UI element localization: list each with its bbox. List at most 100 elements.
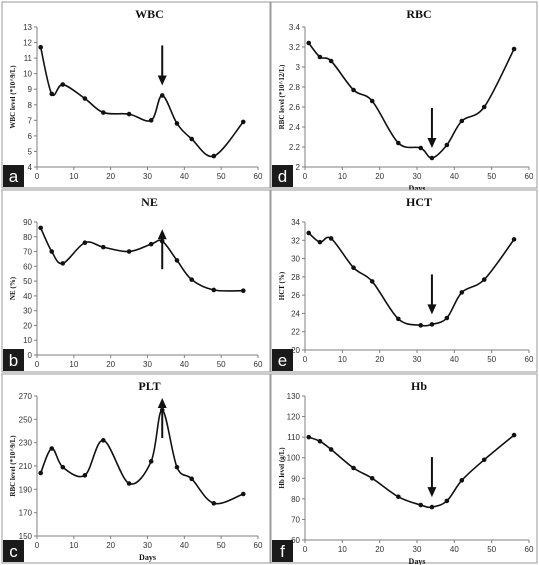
y-tick-label: 12 xyxy=(23,39,32,48)
arrow-head xyxy=(427,138,437,148)
x-tick-label: 40 xyxy=(180,360,189,369)
arrow-head xyxy=(157,229,167,240)
x-tick-label: 50 xyxy=(487,355,496,364)
y-tick-label: 13 xyxy=(23,23,32,32)
chart-title: WBC xyxy=(135,7,164,21)
y-tick-label: 8 xyxy=(28,101,33,110)
arrow-marker xyxy=(427,108,437,148)
arrow-marker xyxy=(157,229,167,270)
data-point xyxy=(418,145,424,151)
chart-title: RBC xyxy=(406,7,431,21)
data-point xyxy=(429,155,435,161)
data-point xyxy=(60,82,66,87)
y-tick-label: 28 xyxy=(291,273,300,282)
data-point xyxy=(369,475,375,481)
arrow-marker xyxy=(427,274,437,315)
y-tick-label: 6 xyxy=(28,132,33,141)
y-tick-label: 0 xyxy=(28,351,33,360)
y-tick-label: 190 xyxy=(19,485,33,494)
x-tick-label: 0 xyxy=(303,545,308,554)
arrow-marker xyxy=(157,398,167,438)
panel-letter: c xyxy=(3,540,24,562)
data-point xyxy=(306,230,312,236)
y-tick-label: 130 xyxy=(287,392,301,401)
x-tick-label: 20 xyxy=(106,360,115,369)
x-tick-label: 50 xyxy=(217,541,226,550)
y-tick-label: 9 xyxy=(28,85,33,94)
arrow-marker xyxy=(157,45,167,86)
x-tick-label: 10 xyxy=(338,545,347,554)
x-tick-label: 50 xyxy=(217,360,226,369)
y-axis-title: RBC level (*10^12/L) xyxy=(278,64,286,129)
data-point xyxy=(481,104,487,110)
data-point xyxy=(148,459,154,464)
y-axis-title: Hb level (g/L) xyxy=(278,447,286,489)
data-point xyxy=(82,473,88,478)
data-point xyxy=(240,119,246,125)
data-point xyxy=(82,240,88,245)
data-point xyxy=(317,54,323,60)
y-tick-label: 3 xyxy=(296,63,301,72)
y-tick-label: 20 xyxy=(23,321,32,330)
data-point xyxy=(444,498,450,504)
y-tick-label: 230 xyxy=(19,439,33,448)
data-point xyxy=(148,241,154,247)
y-tick-label: 4 xyxy=(28,163,33,172)
x-tick-label: 60 xyxy=(254,172,263,181)
x-tick-label: 30 xyxy=(143,541,152,550)
x-tick-label: 40 xyxy=(450,545,459,554)
data-point xyxy=(101,110,106,115)
y-tick-label: 34 xyxy=(291,218,300,227)
x-tick-label: 0 xyxy=(303,172,308,181)
x-tick-label: 40 xyxy=(180,172,189,181)
data-point xyxy=(126,111,132,117)
data-point xyxy=(317,438,323,444)
data-point xyxy=(444,142,450,148)
data-point xyxy=(328,58,334,64)
y-tick-label: 2 xyxy=(296,163,301,172)
chart-title: Hb xyxy=(411,379,427,393)
panel-letter: e xyxy=(272,349,293,371)
y-tick-label: 2.4 xyxy=(289,123,301,132)
x-tick-label: 30 xyxy=(413,355,422,364)
data-point xyxy=(511,237,517,242)
panel-letter-box xyxy=(3,349,24,371)
x-tick-label: 30 xyxy=(143,360,152,369)
data-point xyxy=(101,244,106,250)
x-tick-label: 50 xyxy=(217,172,226,181)
panel-letter: b xyxy=(3,349,24,371)
data-point xyxy=(211,153,217,159)
data-point xyxy=(174,121,180,126)
data-point xyxy=(459,118,465,124)
data-point xyxy=(211,287,217,293)
panel-letter-box xyxy=(272,540,293,562)
data-point xyxy=(317,239,323,245)
x-tick-label: 0 xyxy=(35,172,40,181)
panel-letter-text: c xyxy=(9,542,18,561)
data-point xyxy=(211,501,217,506)
data-point xyxy=(159,93,165,98)
panel-letter-box xyxy=(3,165,24,187)
x-tick-label: 10 xyxy=(69,541,78,550)
panel-ne: 0 10 20 30 40 50 60 70 80 90 0 10 20 30 40 50 60 NE NE (%)… xyxy=(1,189,271,373)
y-tick-label: 120 xyxy=(287,413,301,422)
data-point xyxy=(429,322,435,327)
x-tick-label: 40 xyxy=(180,541,189,550)
data-point xyxy=(306,40,312,46)
data-point xyxy=(49,249,55,254)
data-point xyxy=(396,316,401,322)
y-tick-label: 22 xyxy=(291,328,300,337)
data-point xyxy=(101,438,106,443)
panel-letter: f xyxy=(272,540,293,562)
data-point xyxy=(429,504,435,510)
panel-hct: 20 22 24 26 28 30 32 34 0 10 20 30 40 50 60 HCT HCT (%) e xyxy=(270,189,538,373)
x-tick-label: 60 xyxy=(525,545,534,554)
x-axis-title: Days xyxy=(409,184,426,193)
y-tick-label: 60 xyxy=(291,536,300,545)
x-tick-label: 0 xyxy=(303,355,308,364)
data-point xyxy=(459,478,465,483)
data-point xyxy=(38,44,43,50)
y-tick-label: 30 xyxy=(23,307,32,316)
panel-letter-text: a xyxy=(9,167,19,186)
x-tick-label: 60 xyxy=(254,541,263,550)
